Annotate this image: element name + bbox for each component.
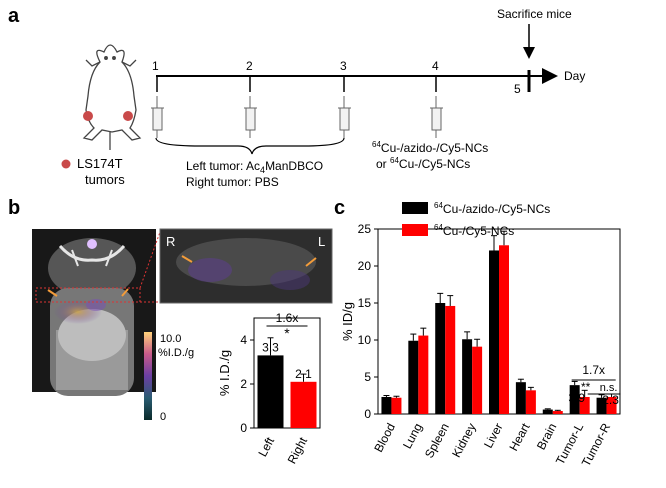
treatment-left-text: Left tumor: Ac4ManDBCO <box>186 159 323 175</box>
y-tick-label: 15 <box>358 296 372 310</box>
legend-label: 64Cu-/Cy5-NCs <box>434 223 514 238</box>
x-tick-label: Lung <box>400 421 425 451</box>
bar <box>381 396 392 414</box>
day-3-label: 3 <box>340 59 347 73</box>
bar <box>569 385 580 414</box>
legend-tumor-dot <box>61 159 71 169</box>
y-tick-label: 25 <box>358 222 372 236</box>
day-2-label: 2 <box>246 59 253 73</box>
bar <box>552 411 563 414</box>
y-tick-label: 0 <box>364 407 371 421</box>
y-tick-label: 0 <box>240 421 247 435</box>
bar <box>462 339 473 414</box>
bar <box>445 305 456 414</box>
panel-c-label: c <box>334 197 345 219</box>
fold-change-label: 1.7x <box>582 363 605 377</box>
x-tick-label: Blood <box>371 421 398 455</box>
chart-b: 0 2 4 3.3 Left 2.1 Right % I.D./g *1.6x <box>217 311 321 466</box>
x-tick-label: Liver <box>481 421 506 451</box>
y-axis-label: % ID/g <box>340 302 355 341</box>
bar <box>472 346 483 414</box>
legend-tumor-label-line1: LS174T <box>77 156 123 171</box>
axis-day-label: Day <box>564 69 585 83</box>
bar-value-label: 3.3 <box>262 340 279 354</box>
day-1-label: 1 <box>152 59 159 73</box>
tumor-right-dot <box>123 111 133 121</box>
injection-agent-line1: 64Cu-/azido-/Cy5-NCs <box>372 140 488 155</box>
sacrifice-label: Sacrifice mice <box>497 7 572 21</box>
bar <box>525 390 536 414</box>
x-tick-label: Brain <box>534 421 560 452</box>
x-tick-label: Spleen <box>422 421 452 461</box>
colorbar <box>144 332 152 420</box>
pet-ct-zoom-inset <box>159 228 333 304</box>
legend-series-name: Cu-/azido-/Cy5-NCs <box>443 202 550 216</box>
colorbar-min-label: 0 <box>160 411 166 423</box>
legend-tumor-label-line2: tumors <box>85 172 125 187</box>
bar <box>579 396 590 414</box>
legend-series-name: Cu-/Cy5-NCs <box>443 224 514 238</box>
inset-right-marker: R <box>166 234 175 249</box>
value-label-tumor-r: 2.3 <box>602 393 619 407</box>
pet-ct-coronal-image <box>32 229 156 396</box>
significance-marker-ns: n.s. <box>600 382 618 394</box>
x-tick-label: Left <box>255 434 277 459</box>
panel-a-label: a <box>8 5 20 27</box>
y-tick-label: 20 <box>358 259 372 273</box>
y-tick-label: 5 <box>364 370 371 384</box>
day-4-label: 4 <box>432 59 439 73</box>
treatment-brace <box>155 137 345 155</box>
legend-swatch <box>402 202 428 214</box>
bar <box>596 397 607 414</box>
y-tick-label: 10 <box>358 333 372 347</box>
inset-connector-top <box>139 231 161 289</box>
bar <box>408 340 419 414</box>
syringe-icon <box>430 96 443 138</box>
x-tick-label: Right <box>285 434 311 466</box>
timeline-ticks <box>156 70 531 92</box>
bar <box>499 245 509 414</box>
tumor-left-dot <box>83 111 93 121</box>
treatment-right-text: Right tumor: PBS <box>186 175 279 189</box>
bar <box>257 355 284 428</box>
legend-isotope-sup: 64 <box>434 201 443 210</box>
syringe-icon <box>338 96 351 138</box>
y-tick-label: 4 <box>240 333 247 347</box>
bar-value-label: 2.1 <box>295 367 312 381</box>
x-tick-label: Kidney <box>449 421 479 460</box>
legend-label: 64Cu-/azido-/Cy5-NCs <box>434 201 550 216</box>
bar <box>418 335 429 414</box>
colorbar-max-label: 10.0 <box>160 333 181 345</box>
mouse-illustration <box>82 44 142 150</box>
bar <box>435 303 446 414</box>
panel-b-label: b <box>8 197 20 219</box>
bar <box>391 397 402 414</box>
syringe-icon <box>151 96 164 138</box>
inset-left-marker: L <box>318 234 325 249</box>
syringe-icon <box>244 96 257 138</box>
legend-isotope-sup: 64 <box>434 223 443 232</box>
day-5-label: 5 <box>514 82 521 96</box>
injection-agent-line2: or 64Cu-/Cy5-NCs <box>376 156 470 171</box>
value-label-tumor-l: 3.9 <box>568 391 585 405</box>
colorbar-unit-label: %I.D./g <box>158 347 194 359</box>
bar <box>542 409 553 414</box>
bar <box>290 381 317 428</box>
fold-change-label: 1.6x <box>276 311 299 325</box>
legend-swatch <box>402 224 428 236</box>
significance-marker: * <box>284 325 290 341</box>
bar <box>515 382 526 414</box>
x-tick-label: Heart <box>506 420 532 453</box>
bar <box>606 396 617 414</box>
y-axis-label: % I.D./g <box>217 350 232 396</box>
bar <box>489 250 499 414</box>
chart-b-frame <box>253 317 321 429</box>
significance-marker: ** <box>581 380 591 394</box>
y-tick-label: 2 <box>240 377 247 391</box>
